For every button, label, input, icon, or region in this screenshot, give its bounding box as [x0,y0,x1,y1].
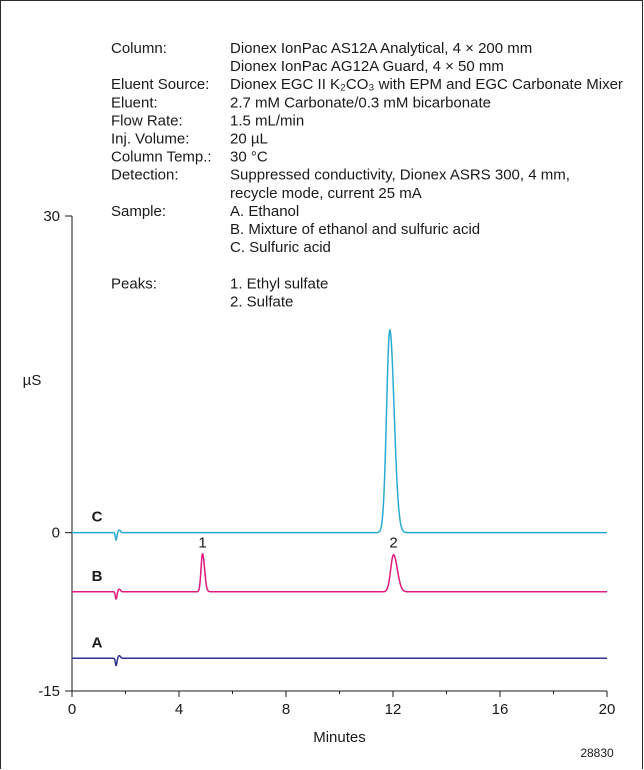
x-tick-label: 4 [175,701,183,718]
trace-label-b: B [92,568,103,585]
trace-b [72,552,607,600]
condition-value: Suppressed conductivity, Dionex ASRS 300… [230,167,570,184]
y-tick-label: 0 [52,525,60,542]
condition-label: Column Temp.: [111,149,212,166]
condition-value: 30 °C [230,149,268,166]
trace-c [72,328,607,541]
trace-label-a: A [92,634,103,651]
condition-label: Column: [111,40,167,57]
condition-value: 20 µL [230,131,268,148]
conditions-block: Column: Dionex IonPac AS12A Analytical, 4… [111,40,623,310]
x-tick-label: 20 [599,701,616,718]
condition-value: Dionex IonPac AS12A Analytical, 4 × 200 … [230,40,532,57]
condition-value: 1.5 mL/min [230,112,304,129]
condition-label: Eluent Source: [111,76,209,93]
condition-label: Eluent: [111,94,158,111]
trace-a [72,654,607,667]
condition-value: recycle mode, current 25 mA [230,185,422,202]
traces: C B A 1 2 [72,328,607,667]
condition-label: Flow Rate: [111,112,183,129]
condition-value: Dionex EGC II K₂CO₃ with EPM and EGC Car… [230,76,623,93]
peak-label: 2 [389,534,397,551]
condition-label: Sample: [111,203,166,220]
condition-value: Dionex IonPac AG12A Guard, 4 × 50 mm [230,58,504,75]
x-tick-label: 0 [68,701,76,718]
y-tick-label: -15 [38,683,60,700]
condition-value: 2.7 mM Carbonate/0.3 mM bicarbonate [230,94,491,111]
x-tick-label: 16 [492,701,509,718]
figure-id: 28830 [580,746,614,760]
x-axis-label: Minutes [313,729,366,746]
peak-label: 1 [198,534,206,551]
condition-label: Peaks: [111,275,157,292]
condition-value: 1. Ethyl sulfate [230,275,328,292]
condition-value: B. Mixture of ethanol and sulfuric acid [230,221,480,238]
y-axis-label: µS [23,372,42,389]
condition-value: A. Ethanol [230,203,299,220]
y-tick-label: 30 [43,208,60,225]
trace-label-c: C [92,509,103,526]
condition-value: C. Sulfuric acid [230,239,331,256]
condition-label: Inj. Volume: [111,131,189,148]
x-tick-label: 8 [282,701,290,718]
condition-value: 2. Sulfate [230,293,293,310]
condition-label: Detection: [111,167,179,184]
x-tick-label: 12 [385,701,402,718]
